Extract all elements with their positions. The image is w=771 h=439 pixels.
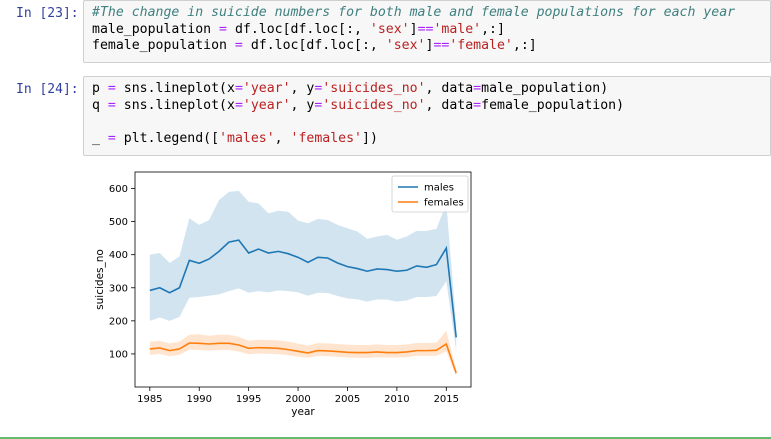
x-tick-label: 1995 [236,394,261,405]
code-token: = [314,97,323,113]
x-tick-label: 1985 [137,394,162,405]
code-token: , data [425,97,474,113]
y-tick-label: 100 [109,349,128,360]
code-token: , y [290,97,315,113]
code-token: = [473,81,482,96]
code-line: #The change in suicide numbers for both … [92,5,762,22]
code-token: , [274,130,291,146]
line-chart: 1985 1990 1995 2000 2005 2010 2015 100 200 300 400… [94,171,472,418]
code-input[interactable]: p = sns.lineplot(x='year', y='suicides_n… [83,76,771,156]
code-token: male_population [92,21,220,37]
legend-box [391,175,469,213]
code-input[interactable]: #The change in suicide numbers for both … [83,0,771,63]
code-token: = [107,130,116,146]
code-token: ]) [362,130,378,146]
code-token: = [107,97,116,113]
code-line: male_population = df.loc[df.loc[:, 'sex'… [92,22,762,39]
x-tick-label: 2005 [335,394,360,405]
code-token: , data [425,81,474,96]
confidence-band-females [149,330,457,377]
y-axis-label: suicides_no [94,249,106,310]
code-token: = [107,81,116,96]
code-token: == [433,38,450,53]
code-token: 'female' [449,38,513,53]
code-token: 'year' [242,81,291,96]
confidence-band-males [149,190,457,351]
code-token: 'sex' [385,38,426,53]
code-token: sns.lineplot(x [115,81,235,96]
y-tick-label: 400 [109,250,128,261]
x-axis-label: year [291,406,315,418]
x-tick-label: 2000 [285,394,310,405]
code-token: ] [425,38,434,53]
code-token: = [234,81,243,96]
y-tick-label: 200 [109,316,128,327]
code-line: p = sns.lineplot(x='year', y='suicides_n… [92,81,762,98]
code-token: sns.lineplot(x [115,97,235,113]
code-token: female_population) [481,97,625,113]
code-token: df.loc[df.loc[:, [242,38,386,53]
code-token: , y [290,81,315,96]
code-token: 'males' [219,130,275,146]
code-token: = [473,97,482,113]
code-token: df.loc[df.loc[:, [227,21,370,37]
x-tick-label: 2010 [384,394,409,405]
code-token: 'suicides_no' [322,97,426,113]
x-tick-label: 1990 [187,394,212,405]
code-token: = [219,21,227,37]
series-line-females [149,342,457,374]
cell-prompt: In [23]: [16,6,79,21]
code-token: plt.legend([ [115,130,220,146]
code-token: p [92,81,108,96]
code-token: 'females' [290,130,362,146]
code-token: = [314,81,323,96]
code-line: _ = plt.legend(['males', 'females']) [92,131,762,148]
series-line-males [149,239,457,338]
code-token: male_population) [481,81,609,96]
code-line: female_population = df.loc[df.loc[:, 'se… [92,38,762,55]
y-tick-label: 500 [109,217,128,228]
code-token: 'sex' [369,21,410,37]
legend-label-females: females [424,198,464,209]
legend-label-males: males [424,183,454,194]
code-line: q = sns.lineplot(x='year', y='suicides_n… [92,98,762,115]
code-token: ] [409,21,418,37]
code-token: _ [92,130,108,146]
code-token: q [92,97,108,113]
code-token: == [417,21,434,37]
code-token: 'male' [433,21,482,37]
cell-selection-bar [0,437,771,439]
code-line [92,114,762,131]
x-tick-label: 2015 [434,394,459,405]
code-token: female_population [92,38,235,53]
y-tick-label: 600 [109,184,128,195]
code-token: 'suicides_no' [322,81,426,96]
y-tick-label: 300 [109,283,128,294]
code-token: = [234,97,243,113]
code-token: 'year' [242,97,291,113]
code-token: = [234,38,243,53]
code-token: ,:] [481,21,505,37]
code-token: ,:] [512,38,537,53]
cell-prompt: In [24]: [16,82,79,97]
code-token: #The change in suicide numbers for both … [92,5,736,20]
axes-frame [134,171,472,388]
